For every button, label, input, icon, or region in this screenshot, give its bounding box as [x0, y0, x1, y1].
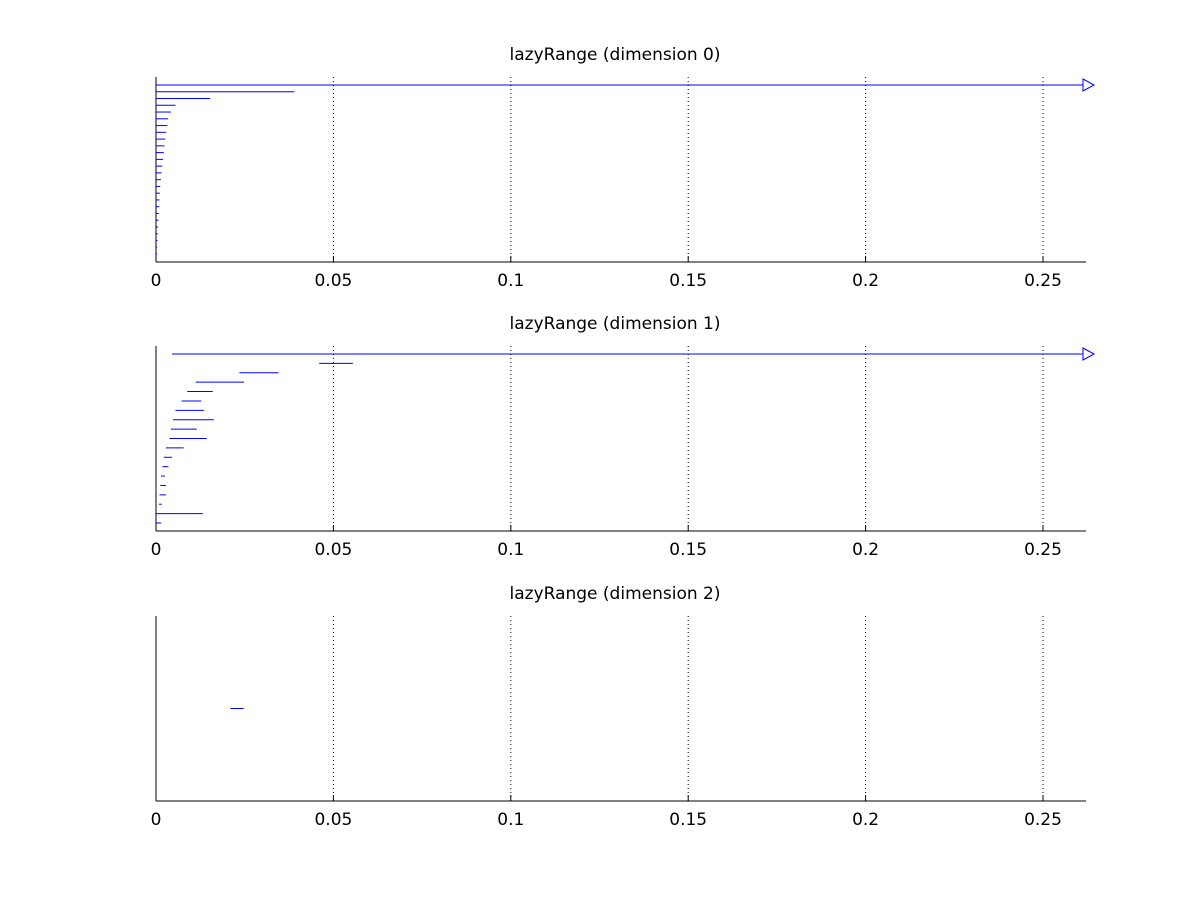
- x-tick-label: 0.1: [497, 271, 524, 291]
- x-tick-label: 0.15: [669, 271, 707, 291]
- x-tick-label: 0.2: [852, 810, 879, 830]
- chart-title: lazyRange (dimension 1): [510, 314, 721, 334]
- x-tick-label: 0.05: [314, 271, 352, 291]
- panel-dimension-0: lazyRange (dimension 0) 0 0.05 0.1 0.15 0.2 0…: [151, 45, 1096, 291]
- x-tick-label: 0.15: [669, 540, 707, 560]
- x-tick-label: 0: [151, 540, 162, 560]
- x-tick-label: 0.05: [314, 540, 352, 560]
- x-tick-label: 0: [151, 810, 162, 830]
- x-tick-label: 0.2: [852, 271, 879, 291]
- infinity-arrow-icon: [1082, 347, 1096, 361]
- x-tick-label: 0.25: [1024, 271, 1062, 291]
- panel-dimension-1: lazyRange (dimension 1) 0 0.05 0.1 0.15 0.2 0…: [151, 314, 1096, 560]
- x-tick-label: 0.1: [497, 810, 524, 830]
- panel-dimension-2: lazyRange (dimension 2) 0 0.05 0.1 0.15 0.2 0…: [151, 584, 1086, 830]
- x-tick-label: 0.1: [497, 540, 524, 560]
- chart-title: lazyRange (dimension 0): [510, 45, 721, 65]
- infinity-arrow-icon: [1082, 78, 1096, 92]
- x-tick-label: 0.05: [314, 810, 352, 830]
- x-tick-label: 0.25: [1024, 810, 1062, 830]
- x-tick-label: 0: [151, 271, 162, 291]
- chart-title: lazyRange (dimension 2): [510, 584, 721, 604]
- x-tick-label: 0.2: [852, 540, 879, 560]
- x-tick-label: 0.15: [669, 810, 707, 830]
- x-tick-label: 0.25: [1024, 540, 1062, 560]
